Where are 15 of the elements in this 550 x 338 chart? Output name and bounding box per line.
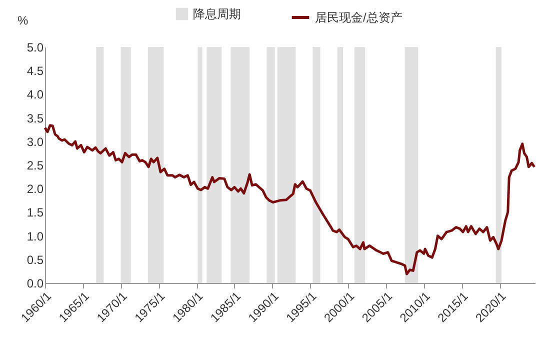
y-tick-label: 0.0 [26,276,44,290]
y-tick-label: 3.5 [26,111,44,126]
legend-label: 居民现金/总资产 [315,10,402,24]
y-tick-label: 4.5 [26,64,44,78]
y-tick-label: 1.5 [26,206,44,220]
y-axis-title: % [18,14,28,28]
y-tick-label: 4.0 [26,88,44,102]
line-series [44,124,536,276]
legend-label: 降息周期 [193,7,241,21]
y-tick-label: 2.5 [26,158,44,172]
y-tick-label: 5.0 [26,40,44,54]
y-tick-label: 2.0 [26,182,44,196]
y-tick-label: 3.0 [26,134,44,149]
y-tick-label: 1.0 [26,229,44,244]
y-tick-label: 0.5 [26,252,44,267]
